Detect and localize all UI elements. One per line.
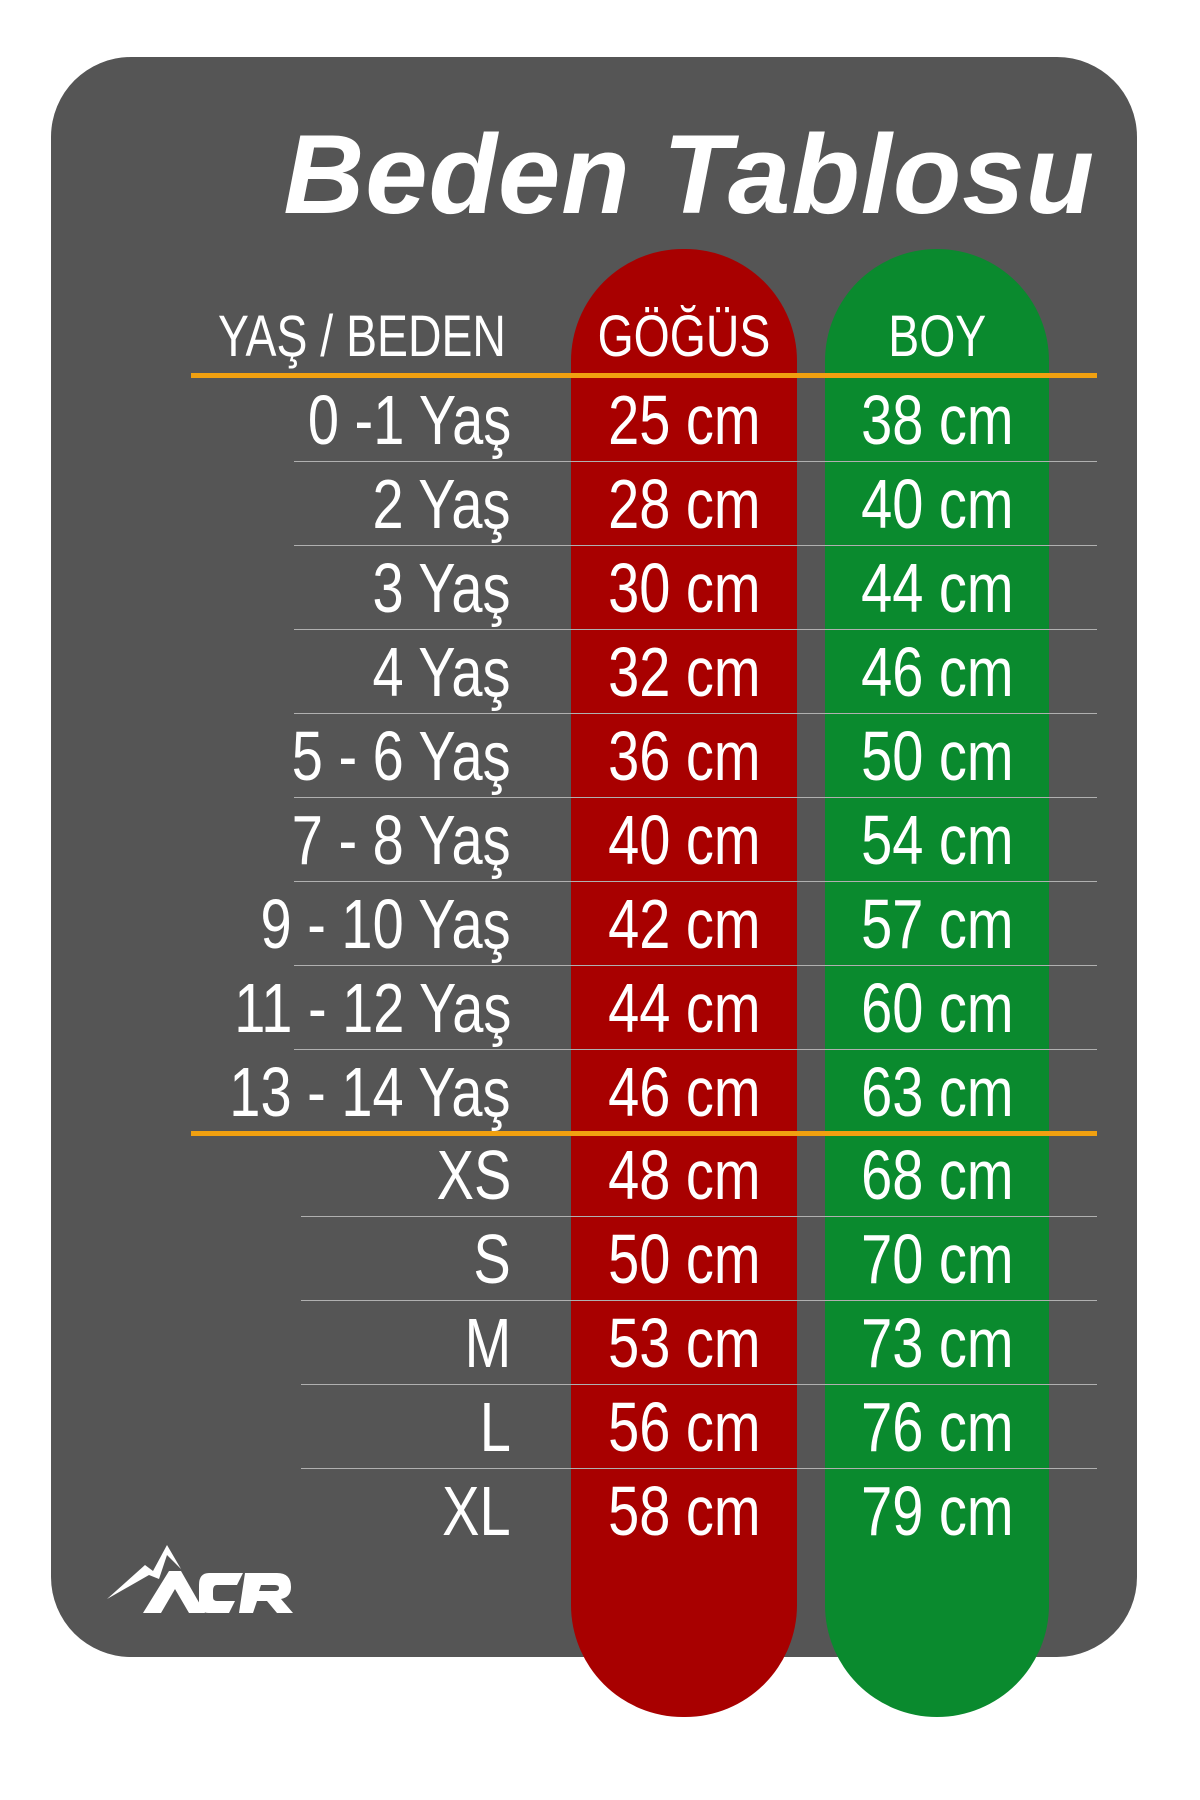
row-separator xyxy=(294,713,1097,714)
size-cell: 4 Yaş xyxy=(372,633,511,711)
height-cell: 40 cm xyxy=(860,465,1014,543)
height-cell: 57 cm xyxy=(860,885,1014,963)
row-separator xyxy=(294,881,1097,882)
height-cell: 50 cm xyxy=(860,717,1014,795)
size-cell: 3 Yaş xyxy=(372,549,511,627)
height-cell: 79 cm xyxy=(860,1472,1014,1550)
chest-cell: 30 cm xyxy=(607,549,761,627)
chest-cell: 32 cm xyxy=(607,633,761,711)
chest-cell: 53 cm xyxy=(607,1304,761,1382)
height-cell: 46 cm xyxy=(860,633,1014,711)
header-divider xyxy=(191,373,1097,378)
size-cell: 9 - 10 Yaş xyxy=(260,885,511,963)
size-cell: 7 - 8 Yaş xyxy=(292,801,511,879)
height-cell: 63 cm xyxy=(860,1053,1014,1131)
chest-cell: 46 cm xyxy=(607,1053,761,1131)
height-cell: 68 cm xyxy=(860,1136,1014,1214)
chest-cell: 42 cm xyxy=(607,885,761,963)
height-cell: 54 cm xyxy=(860,801,1014,879)
chest-cell: 50 cm xyxy=(607,1220,761,1298)
size-cell: L xyxy=(479,1388,511,1466)
header-chest: GÖĞÜS xyxy=(597,304,771,369)
row-separator xyxy=(294,797,1097,798)
size-cell: XS xyxy=(436,1136,511,1214)
chest-cell: 36 cm xyxy=(607,717,761,795)
chest-cell: 48 cm xyxy=(607,1136,761,1214)
row-separator xyxy=(301,1468,1097,1469)
chest-cell: 44 cm xyxy=(607,969,761,1047)
size-cell: M xyxy=(464,1304,511,1382)
row-separator xyxy=(301,1384,1097,1385)
height-cell: 70 cm xyxy=(860,1220,1014,1298)
row-separator xyxy=(301,1216,1097,1217)
height-cell: 38 cm xyxy=(860,381,1014,459)
height-cell: 44 cm xyxy=(860,549,1014,627)
row-separator xyxy=(294,1049,1097,1050)
row-separator xyxy=(301,1300,1097,1301)
height-column-background xyxy=(825,249,1049,1717)
row-separator xyxy=(294,629,1097,630)
chest-cell: 56 cm xyxy=(607,1388,761,1466)
chest-cell: 40 cm xyxy=(607,801,761,879)
chest-column-background xyxy=(571,249,797,1717)
chest-cell: 28 cm xyxy=(607,465,761,543)
page-title: Beden Tablosu xyxy=(283,112,1095,237)
height-cell: 60 cm xyxy=(860,969,1014,1047)
size-cell: 5 - 6 Yaş xyxy=(292,717,511,795)
height-cell: 76 cm xyxy=(860,1388,1014,1466)
size-cell: S xyxy=(473,1220,511,1298)
header-size: YAŞ / BEDEN xyxy=(218,304,506,369)
chest-cell: 25 cm xyxy=(607,381,761,459)
header-height: BOY xyxy=(888,304,986,369)
row-separator xyxy=(294,965,1097,966)
section-divider xyxy=(191,1131,1097,1136)
row-separator xyxy=(294,461,1097,462)
size-cell: 0 -1 Yaş xyxy=(307,381,511,459)
size-cell: 11 - 12 Yaş xyxy=(233,969,511,1047)
row-separator xyxy=(294,545,1097,546)
size-cell: 2 Yaş xyxy=(372,465,511,543)
height-cell: 73 cm xyxy=(860,1304,1014,1382)
size-cell: XL xyxy=(442,1472,512,1550)
size-cell: 13 - 14 Yaş xyxy=(229,1053,511,1131)
acr-logo xyxy=(107,1545,293,1613)
chest-cell: 58 cm xyxy=(607,1472,761,1550)
